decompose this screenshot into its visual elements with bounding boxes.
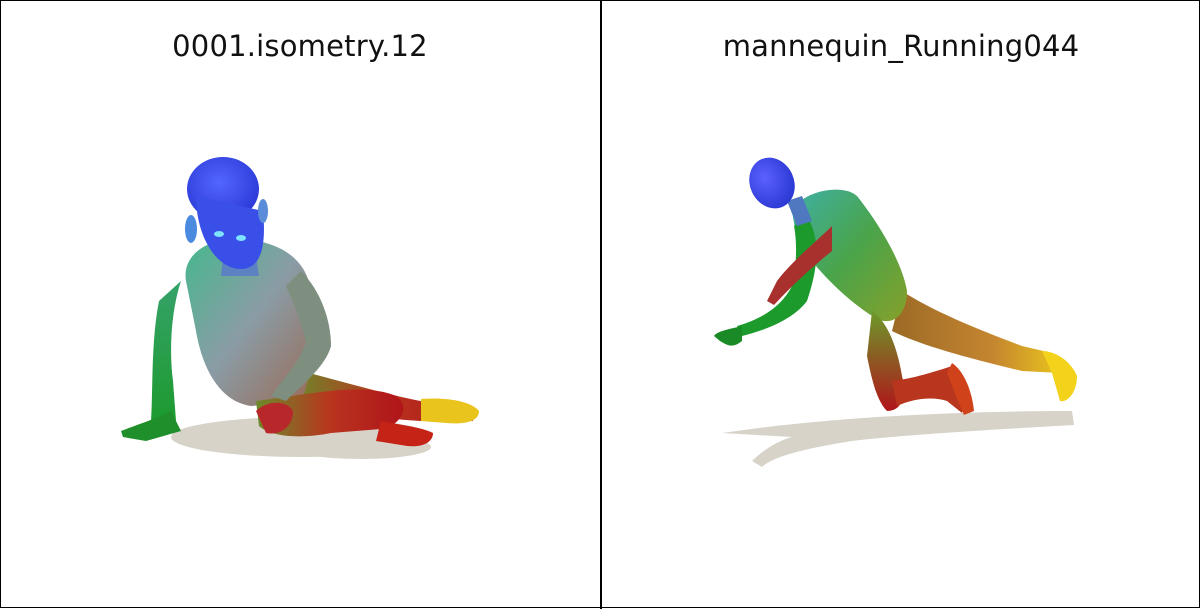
panel-title-left: 0001.isometry.12 (172, 29, 428, 63)
right-hand (256, 402, 293, 434)
left-arm (737, 216, 817, 336)
panel-divider (600, 1, 602, 609)
panel-title-right: mannequin_Running044 (722, 29, 1080, 63)
torso (185, 238, 313, 406)
leg (892, 366, 967, 413)
ear (185, 215, 197, 243)
eye (236, 235, 246, 241)
left-arm (151, 281, 181, 429)
foot (1042, 351, 1077, 402)
torso (792, 189, 907, 322)
neck (787, 196, 812, 226)
foot (421, 398, 479, 424)
leg (892, 291, 1060, 373)
mannequin-body-render (714, 157, 1077, 467)
left-hand (121, 411, 181, 441)
face (196, 196, 264, 269)
shadow (722, 411, 1074, 467)
right-arm (271, 271, 331, 401)
child-body-render (121, 157, 479, 459)
foot (947, 363, 974, 415)
panel-right: mannequin_Running044 (602, 1, 1200, 607)
eye (214, 231, 224, 237)
leg (256, 389, 404, 437)
left-hand (714, 326, 742, 346)
panel-left: 0001.isometry.12 (1, 1, 599, 607)
head (749, 157, 795, 209)
right-arm (767, 226, 832, 305)
foot (376, 421, 433, 447)
ear (258, 199, 268, 223)
